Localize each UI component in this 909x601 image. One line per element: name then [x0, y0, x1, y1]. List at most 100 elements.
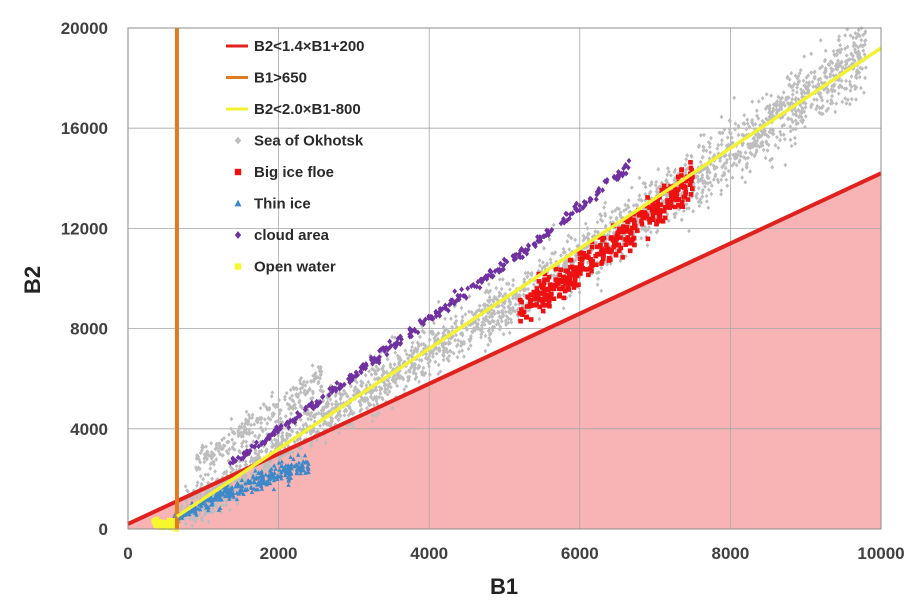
scatter-point [221, 492, 226, 497]
scatter-point [384, 369, 389, 375]
scatter-point [809, 70, 814, 75]
scatter-point [528, 303, 534, 308]
scatter-point [511, 305, 515, 311]
scatter-point [532, 243, 538, 250]
scatter-point [725, 135, 730, 140]
scatter-point [377, 384, 382, 390]
scatter-point [683, 162, 688, 168]
scatter-point [453, 337, 458, 343]
scatter-point [660, 219, 666, 224]
scatter-point [305, 459, 310, 464]
scatter-point [503, 318, 508, 323]
scatter-point [574, 273, 580, 279]
scatter-point [153, 518, 159, 524]
scatter-point [623, 161, 629, 168]
scatter-point [314, 430, 319, 435]
scatter-point [840, 99, 845, 105]
scatter-point [845, 44, 850, 50]
scatter-point [559, 253, 563, 258]
scatter-point [767, 129, 772, 135]
scatter-point [827, 62, 832, 68]
scatter-point [477, 307, 482, 313]
scatter-point [718, 130, 723, 136]
series-big-ice-floe [517, 160, 695, 324]
scatter-point [343, 391, 348, 396]
scatter-point [659, 187, 665, 193]
scatter-point [857, 51, 862, 56]
scatter-point [199, 501, 205, 506]
scatter-point [716, 142, 721, 148]
scatter-point [843, 33, 848, 38]
legend-label: B1>650 [254, 70, 307, 87]
scatter-point [770, 156, 774, 162]
scatter-point [525, 274, 530, 279]
scatter-point [563, 210, 569, 217]
scatter-point [502, 305, 507, 311]
scatter-point [804, 80, 809, 86]
scatter-point [222, 493, 228, 499]
scatter-point [231, 441, 236, 447]
scatter-point [307, 386, 312, 392]
scatter-point [442, 345, 446, 351]
scatter-point [336, 417, 341, 423]
scatter-point [444, 346, 449, 352]
scatter-point [861, 43, 866, 49]
scatter-point [687, 182, 693, 188]
scatter-point [337, 430, 342, 436]
scatter-point [365, 397, 370, 402]
scatter-point [338, 413, 343, 419]
scatter-point [390, 334, 395, 340]
scatter-point [295, 437, 300, 443]
scatter-point [534, 289, 540, 295]
scatter-point [546, 274, 552, 280]
scatter-point [848, 101, 852, 107]
scatter-point [297, 400, 301, 405]
scatter-point [244, 418, 248, 424]
scatter-point [789, 70, 794, 76]
scatter-point [545, 277, 550, 282]
scatter-point [528, 292, 533, 297]
scatter-point [383, 389, 387, 394]
scatter-point [654, 179, 659, 185]
scatter-point [857, 33, 862, 39]
scatter-point [157, 520, 163, 526]
scatter-point [685, 153, 690, 158]
scatter-point [507, 305, 512, 311]
scatter-point [576, 282, 581, 288]
scatter-point [227, 432, 231, 437]
scatter-point [818, 93, 823, 99]
scatter-point [786, 101, 791, 107]
scatter-point [374, 371, 379, 377]
scatter-point [198, 491, 203, 496]
scatter-point [214, 457, 219, 462]
scatter-point [264, 449, 269, 455]
scatter-point [601, 256, 606, 261]
scatter-point [802, 91, 807, 96]
scatter-point [726, 168, 731, 174]
scatter-point [744, 162, 749, 168]
scatter-point [510, 308, 515, 314]
scatter-point [577, 256, 583, 262]
scatter-point [839, 78, 844, 84]
scatter-point [251, 444, 257, 450]
scatter-point [689, 178, 694, 183]
scatter-point [285, 435, 290, 441]
scatter-point [213, 469, 217, 474]
scatter-point [179, 503, 184, 508]
scatter-point [397, 355, 402, 360]
scatter-point [475, 279, 481, 285]
scatter-point [679, 217, 684, 222]
scatter-point [809, 51, 814, 57]
scatter-point [273, 419, 278, 425]
scatter-point [825, 99, 830, 104]
scatter-point [436, 348, 441, 353]
scatter-point [681, 183, 687, 189]
scatter-point [306, 411, 311, 416]
scatter-point [577, 290, 582, 295]
scatter-point [491, 299, 496, 304]
scatter-point [393, 377, 398, 382]
scatter-point [596, 276, 601, 282]
scatter-point [645, 195, 650, 200]
scatter-point [641, 180, 646, 186]
scatter-point [320, 394, 325, 400]
